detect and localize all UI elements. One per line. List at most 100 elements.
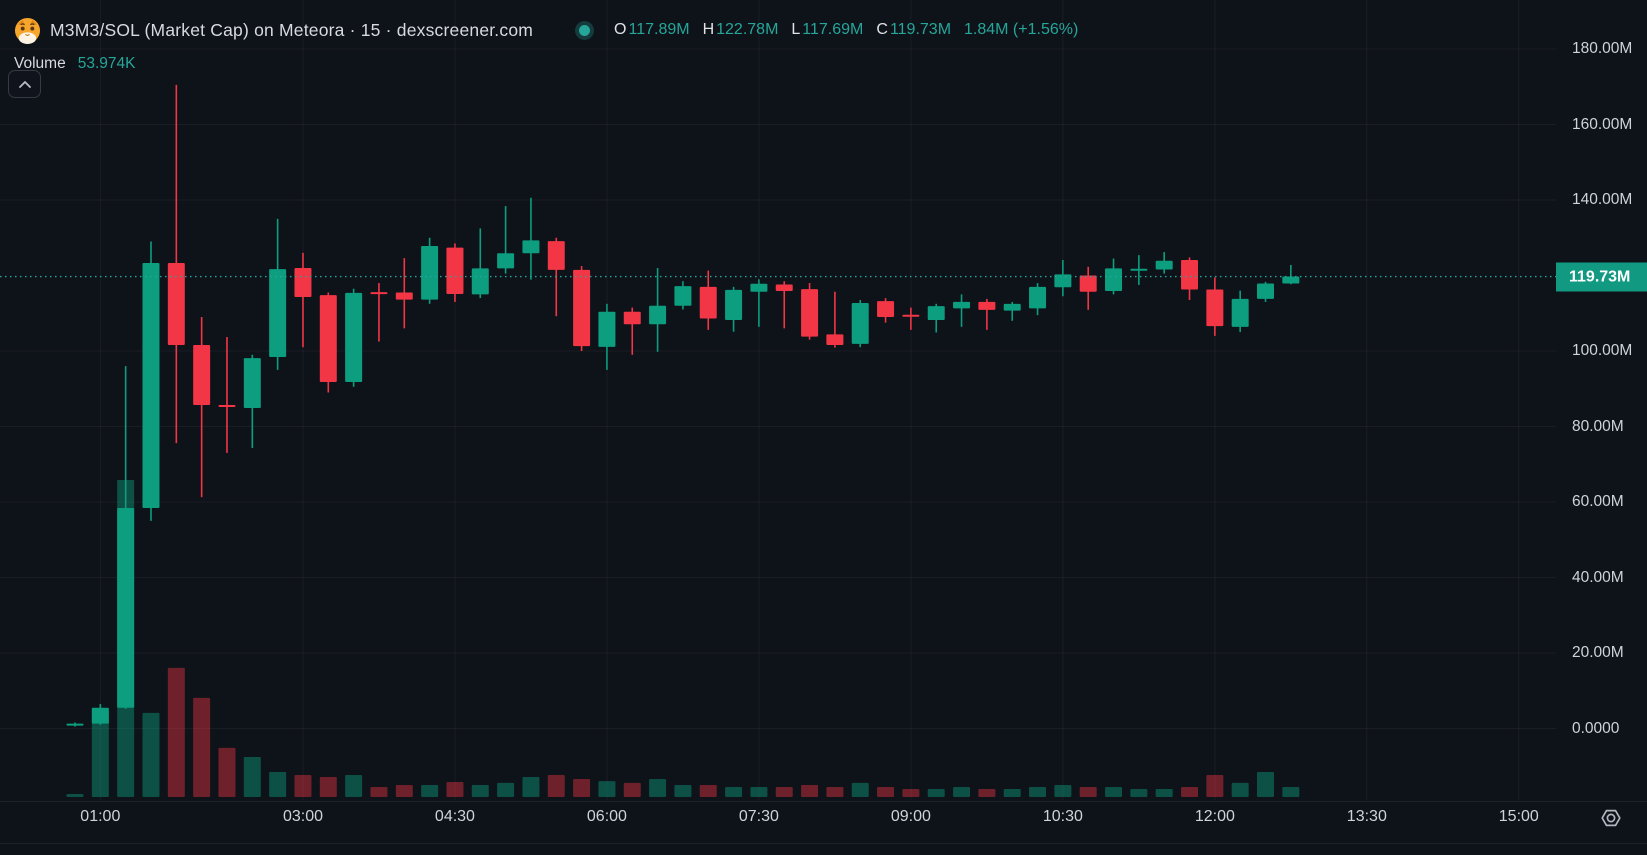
candle-body <box>1054 274 1072 288</box>
time-tick-label: 01:00 <box>80 808 121 825</box>
candle-body <box>1231 298 1249 327</box>
volume-bar <box>801 784 819 797</box>
candle-body <box>1029 286 1047 309</box>
volume-bar <box>1130 789 1148 797</box>
candle-body <box>1181 260 1199 290</box>
volume-bar <box>978 789 996 797</box>
volume-value: 53.974K <box>77 55 136 72</box>
change-value: 1.84M (+1.56%) <box>964 21 1079 38</box>
volume-bar <box>902 789 920 797</box>
legend-row-volume: Volume 53.974K <box>14 55 1078 73</box>
volume-bar <box>725 787 743 797</box>
candle-body <box>319 295 337 382</box>
candle-body <box>91 707 109 724</box>
volume-bar <box>497 782 515 797</box>
price-tick-label: 0.0000 <box>1572 719 1620 737</box>
axis-settings-button[interactable] <box>1598 805 1624 831</box>
candle-body <box>142 263 160 509</box>
candle-body <box>1206 289 1224 327</box>
open-label: O <box>614 21 627 38</box>
time-tick-label: 03:00 <box>282 808 323 825</box>
chevron-up-icon <box>18 80 31 88</box>
volume-bar <box>826 787 844 797</box>
volume-bar <box>1282 787 1300 797</box>
candle-body <box>243 358 261 409</box>
time-tick-label: 10:30 <box>1042 808 1083 825</box>
price-tick-label: 40.00M <box>1572 568 1624 586</box>
volume-label: Volume <box>14 55 66 72</box>
high-label: H <box>702 21 715 38</box>
volume-bar <box>370 787 388 797</box>
candle-body <box>1282 276 1300 284</box>
volume-bar <box>1029 787 1047 797</box>
legend-row-symbol: M3M3/SOL (Market Cap) on Meteora · 15 · … <box>14 14 1078 46</box>
volume-bar <box>674 784 692 797</box>
time-tick-label: 06:00 <box>586 808 627 825</box>
candle-body <box>1257 283 1275 299</box>
time-tick-label: 07:30 <box>738 808 779 825</box>
time-tick-label: 12:00 <box>1194 808 1235 825</box>
chart-title: M3M3/SOL (Market Cap) on Meteora · 15 · … <box>50 19 534 40</box>
price-tick-label: 20.00M <box>1572 644 1624 661</box>
candle-body <box>1155 260 1173 270</box>
token-logo-icon <box>14 17 41 44</box>
candle-body <box>598 311 616 347</box>
candle-body <box>851 303 869 344</box>
current-price-label: 119.73M <box>1556 262 1647 292</box>
volume-bar <box>699 784 717 797</box>
volume-bar <box>547 774 565 797</box>
volume-bar <box>953 787 971 797</box>
volume-bar <box>927 789 945 797</box>
price-tick-label: 180.00M <box>1572 40 1633 57</box>
candle-body <box>294 267 312 298</box>
time-tick-label: 04:30 <box>434 808 475 825</box>
price-tick-label: 60.00M <box>1572 493 1624 510</box>
time-tick-label: 13:30 <box>1346 808 1387 825</box>
candle-body <box>573 269 591 347</box>
chart-legend: M3M3/SOL (Market Cap) on Meteora · 15 · … <box>14 14 1078 73</box>
volume-bar <box>623 782 641 797</box>
time-tick-label: 09:00 <box>890 808 931 825</box>
volume-bar <box>1257 772 1275 797</box>
candle-body <box>623 311 641 325</box>
candle-body <box>117 508 135 708</box>
time-tick-label: 15:00 <box>1498 808 1539 825</box>
candle-body <box>446 247 464 294</box>
low-label: L <box>791 21 801 38</box>
collapse-legend-button[interactable] <box>8 70 41 98</box>
ohlc-legend: O 117.89M H 122.78M L 117.69M C 119.73M … <box>614 21 1078 39</box>
close-label: C <box>876 21 888 38</box>
candle-body <box>699 286 717 319</box>
candle-body <box>877 301 895 318</box>
candle-body <box>1003 303 1021 311</box>
candle-body <box>345 292 363 382</box>
volume-bar <box>1054 784 1072 797</box>
price-tick-label: 140.00M <box>1572 191 1633 208</box>
candle-body <box>370 292 388 295</box>
volume-series <box>66 479 1300 797</box>
volume-bar <box>345 774 363 797</box>
volume-bar <box>142 712 160 797</box>
volume-bar <box>522 777 540 797</box>
candle-body <box>193 344 211 405</box>
candle-body <box>1130 268 1148 271</box>
candle-body <box>801 289 819 337</box>
volume-bar <box>573 779 591 797</box>
candle-body <box>902 314 920 317</box>
volume-bar <box>1003 789 1021 797</box>
volume-bar <box>243 757 261 797</box>
candle-body <box>395 292 413 300</box>
candle-body <box>471 268 489 295</box>
volume-bar <box>1105 787 1123 797</box>
close-value: 119.73M <box>889 21 952 38</box>
candle-body <box>497 253 515 269</box>
bottom-border <box>0 843 1647 844</box>
volume-bar <box>218 747 236 797</box>
volume-bar <box>421 784 439 797</box>
candle-body <box>1079 275 1097 292</box>
price-tick-label: 100.00M <box>1572 342 1633 359</box>
status-dot-icon <box>575 20 595 40</box>
price-tick-label: 160.00M <box>1572 115 1633 133</box>
